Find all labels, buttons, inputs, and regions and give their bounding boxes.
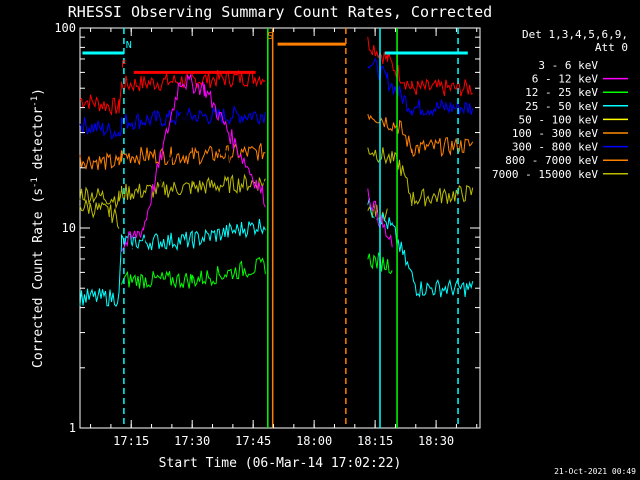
x-axis: 17:15 17:30 17:45 18:00 18:15 18:30 <box>90 28 478 448</box>
flag-label-0: N <box>126 40 132 51</box>
chart-title: RHESSI Observing Summary Count Rates, Co… <box>68 3 492 21</box>
legend-label-5: 100 - 300 keV <box>512 127 598 140</box>
data-traces <box>79 36 474 307</box>
trace-line-0 <box>79 36 473 116</box>
trace-line-7 <box>121 111 393 268</box>
flag-label-3: S <box>267 31 273 42</box>
y-axis: 1 10 100 <box>54 21 480 435</box>
flag-label-2: F <box>121 59 127 70</box>
x-tick-label-0: 17:15 <box>113 434 149 448</box>
trace-line-8 <box>121 72 393 253</box>
y-tick-label-1: 10 <box>62 221 76 235</box>
legend-label-1: 6 - 12 keV <box>532 73 599 86</box>
legend-label-3: 25 - 50 keV <box>525 100 598 113</box>
vertical-markers <box>123 28 459 428</box>
legend-label-0: 3 - 6 keV <box>538 59 598 72</box>
y-axis-label: Corrected Count Rate (s-1 detector-1) <box>30 88 46 368</box>
legend-label-4: 50 - 100 keV <box>519 113 599 126</box>
y-axis-label-sup2: -1 <box>30 96 40 107</box>
legend-header-line-1: Det 1,3,4,5,6,9, <box>522 28 628 41</box>
legend-label-6: 300 - 800 keV <box>512 141 598 154</box>
trace-line-4 <box>79 199 388 229</box>
legend-header-line-2: Att 0 <box>595 41 628 54</box>
trace-line-5 <box>79 197 474 307</box>
x-tick-label-2: 17:45 <box>235 434 271 448</box>
trace-line-6 <box>121 251 393 289</box>
legend-label-7: 800 - 7000 keV <box>505 154 598 167</box>
y-tick-label-2: 100 <box>54 21 76 35</box>
x-tick-label-4: 18:15 <box>357 434 393 448</box>
x-axis-label: Start Time (06-Mar-14 17:02:22) <box>159 456 402 471</box>
legend-label-2: 12 - 25 keV <box>525 86 598 99</box>
x-tick-label-5: 18:30 <box>418 434 454 448</box>
trace-line-1 <box>79 57 474 140</box>
legend-label-8: 7000 - 15000 keV <box>492 168 598 181</box>
y-tick-label-0: 1 <box>69 421 76 435</box>
trace-line-3 <box>79 147 474 210</box>
y-axis-label-main: Corrected Count Rate (s <box>31 188 46 368</box>
x-tick-label-1: 17:30 <box>174 434 210 448</box>
flag-bars: NF S <box>82 31 468 74</box>
date-stamp: 21-Oct-2021 00:49 <box>554 467 636 476</box>
y-axis-label-sup1: -1 <box>30 177 40 188</box>
y-axis-label-end: ) <box>31 88 46 96</box>
y-axis-label-mid: detector <box>31 107 46 178</box>
x-tick-label-3: 18:00 <box>296 434 332 448</box>
